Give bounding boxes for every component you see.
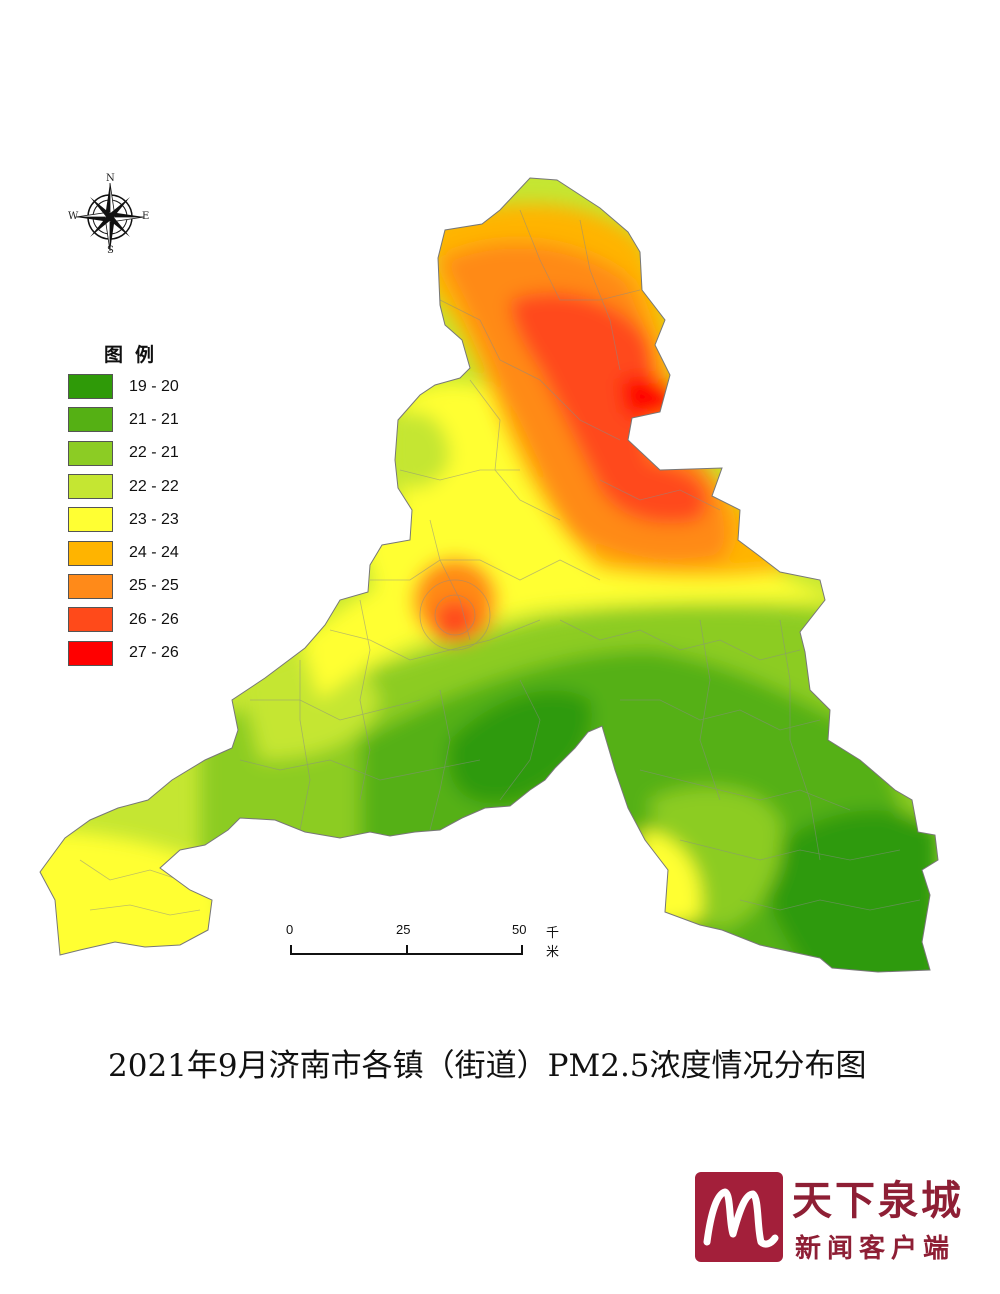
legend-title: 图例 — [104, 344, 167, 366]
legend-item: 19 - 20 — [68, 370, 179, 403]
legend-item: 26 - 26 — [68, 603, 179, 636]
brand-logo-icon — [703, 1188, 779, 1248]
compass-north: N — [106, 173, 115, 184]
legend-label: 21 - 21 — [129, 410, 179, 428]
scale-tick — [406, 945, 408, 955]
legend-swatch — [68, 640, 113, 666]
compass-west: W — [68, 211, 79, 222]
legend-swatch — [68, 407, 113, 433]
legend-swatch — [68, 474, 113, 500]
map-legend: 图例 19 - 20 21 - 21 22 - 21 22 - 22 23 - 23 24… — [68, 340, 179, 670]
legend-swatch — [68, 374, 113, 400]
legend-item: 25 - 25 — [68, 570, 179, 603]
legend-item: 21 - 21 — [68, 403, 179, 436]
legend-swatch — [68, 507, 113, 533]
scale-tick-label: 0 — [286, 922, 294, 937]
legend-label: 27 - 26 — [129, 644, 179, 662]
legend-label: 25 - 25 — [129, 577, 179, 595]
map-title: 2021年9月济南市各镇（街道）PM2.5浓度情况分布图 — [108, 1048, 867, 1084]
legend-label: 26 - 26 — [129, 610, 179, 628]
legend-swatch — [68, 540, 113, 566]
legend-label: 23 - 23 — [129, 510, 179, 528]
scale-tick-label: 25 — [396, 922, 411, 937]
legend-item: 23 - 23 — [68, 503, 179, 536]
compass-rose: N S E W — [68, 173, 152, 259]
legend-label: 22 - 21 — [129, 444, 179, 462]
scale-tick — [290, 945, 292, 955]
legend-item: 24 - 24 — [68, 536, 179, 569]
scale-tick — [521, 945, 523, 955]
legend-swatch — [68, 573, 113, 599]
brand-subtitle: 新闻客户端 — [795, 1234, 956, 1264]
legend-item: 27 - 26 — [68, 636, 179, 669]
brand-logo — [695, 1172, 783, 1262]
legend-label: 24 - 24 — [129, 544, 179, 562]
legend-swatch — [68, 607, 113, 633]
brand-name: 天下泉城 — [792, 1177, 964, 1224]
legend-item: 22 - 22 — [68, 470, 179, 503]
scale-unit: 千米 — [546, 926, 560, 960]
compass-south: S — [107, 245, 114, 256]
legend-label: 22 - 22 — [129, 477, 179, 495]
scale-bar: 0 25 50 千米 — [280, 918, 559, 963]
scale-tick-label: 50 — [512, 922, 527, 937]
compass-star-icon — [75, 182, 145, 252]
legend-item: 22 - 21 — [68, 437, 179, 470]
legend-label: 19 - 20 — [129, 377, 179, 395]
compass-east: E — [142, 211, 150, 222]
legend-swatch — [68, 440, 113, 466]
